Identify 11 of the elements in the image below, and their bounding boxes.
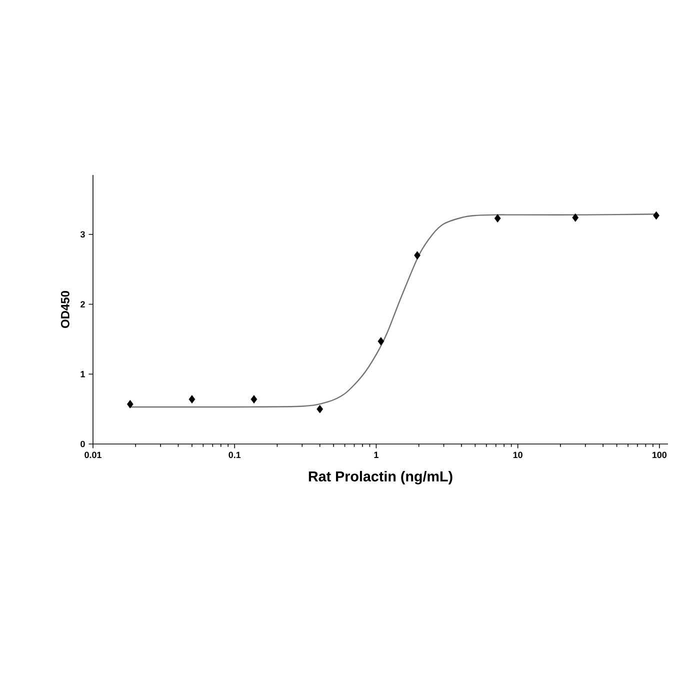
x-tick-label: 0.1	[228, 452, 241, 458]
y-tick-label: 0	[80, 440, 85, 448]
y-axis-title: OD450	[60, 291, 70, 328]
y-tick-label: 3	[80, 231, 85, 238]
x-tick-label: 100	[652, 452, 667, 458]
y-tick-label: 2	[80, 301, 85, 308]
x-tick-label: 10	[513, 452, 522, 458]
x-tick-label: 0.01	[84, 452, 102, 458]
x-tick-label: 1	[374, 452, 378, 458]
y-tick-label: 1	[80, 371, 85, 378]
x-axis-title: Rat Prolactin (ng/mL)	[308, 470, 452, 484]
